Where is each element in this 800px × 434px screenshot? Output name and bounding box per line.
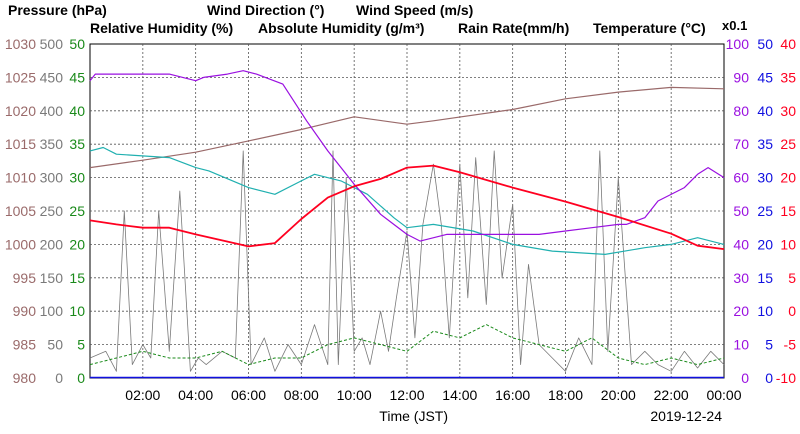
- humidity-tick-label: 100: [726, 36, 750, 52]
- temperature-tick-label: 5: [788, 270, 796, 286]
- pressure-tick-label: 1030: [5, 36, 36, 52]
- wind-speed-axis-title: Wind Speed (m/s): [356, 2, 473, 18]
- temperature-tick-label: 15: [780, 203, 796, 219]
- x-tick-label: 12:00: [389, 387, 424, 403]
- wind-direction-tick-label: 150: [40, 270, 64, 286]
- rain-rate-tick-label: 35: [757, 136, 773, 152]
- temperature-tick-label: 25: [780, 136, 796, 152]
- x-tick-label: 02:00: [125, 387, 160, 403]
- date-label: 2019-12-24: [650, 408, 722, 424]
- rain-rate-tick-label: 40: [757, 103, 773, 119]
- temperature-axis-title: Temperature (°C): [593, 20, 706, 36]
- absolute-humidity-line: [89, 146, 725, 255]
- relative-humidity-line: [89, 70, 725, 242]
- rain-rate-tick-label: 30: [757, 170, 773, 186]
- humidity-tick-label: 60: [733, 170, 749, 186]
- x-tick-label: 10:00: [337, 387, 372, 403]
- temperature-tick-label: -5: [784, 337, 797, 353]
- temperature-tick-label: 30: [780, 103, 796, 119]
- relative-humidity-axis-title: Relative Humidity (%): [90, 20, 233, 36]
- pressure-tick-label: 1005: [5, 203, 36, 219]
- rain-rate-tick-label: 0: [765, 370, 773, 386]
- temperature-tick-label: 40: [780, 36, 796, 52]
- wind-speed-tick-label: 20: [69, 236, 85, 252]
- x-tick-label: 16:00: [495, 387, 530, 403]
- x-tick-label: 18:00: [548, 387, 583, 403]
- wind-direction-tick-label: 500: [40, 36, 64, 52]
- axis-titles-row2: Relative Humidity (%) Absolute Humidity …: [90, 18, 747, 36]
- rain-rate-axis-title: Rain Rate(mm/h): [458, 20, 569, 36]
- rain-rate-tick-label: 5: [765, 337, 773, 353]
- rain-rate-tick-label: 50: [757, 36, 773, 52]
- humidity-tick-label: 30: [733, 270, 749, 286]
- x-tick-label: 14:00: [442, 387, 477, 403]
- wind-direction-tick-label: 100: [40, 303, 64, 319]
- x-axis-title: Time (JST): [379, 408, 448, 424]
- temperature-tick-label: -10: [776, 370, 796, 386]
- wind-speed-tick-label: 25: [69, 203, 85, 219]
- rain-rate-tick-label: 20: [757, 236, 773, 252]
- plot-area: [89, 43, 725, 379]
- wind-direction-tick-label: 50: [47, 337, 63, 353]
- temperature-tick-label: 20: [780, 170, 796, 186]
- pressure-tick-label: 990: [13, 303, 37, 319]
- wind-speed-tick-label: 10: [69, 303, 85, 319]
- humidity-tick-label: 20: [733, 303, 749, 319]
- rain-rate-tick-label: 10: [757, 303, 773, 319]
- pressure-tick-label: 1015: [5, 136, 36, 152]
- pressure-tick-label: 1020: [5, 103, 36, 119]
- wind-direction-tick-label: 450: [40, 69, 64, 85]
- x-tick-label: 22:00: [654, 387, 689, 403]
- humidity-tick-label: 90: [733, 69, 749, 85]
- wind-speed-tick-label: 30: [69, 170, 85, 186]
- x-tick-label: 00:00: [706, 387, 741, 403]
- wind-direction-tick-label: 300: [40, 170, 64, 186]
- humidity-tick-label: 40: [733, 236, 749, 252]
- pressure-tick-label: 985: [13, 337, 37, 353]
- pressure-tick-label: 1000: [5, 236, 36, 252]
- pressure-tick-label: 980: [13, 370, 37, 386]
- wind-speed-tick-label: 0: [77, 370, 85, 386]
- wind-speed-tick-label: 5: [77, 337, 85, 353]
- wind-speed-line: [89, 324, 725, 366]
- wind-speed-tick-label: 15: [69, 270, 85, 286]
- axis-titles-row1: Pressure (hPa) Wind Direction (°) Wind S…: [8, 2, 473, 18]
- rain-rate-tick-label: 15: [757, 270, 773, 286]
- pressure-axis-title: Pressure (hPa): [8, 2, 107, 18]
- humidity-tick-label: 80: [733, 103, 749, 119]
- wind-speed-tick-label: 40: [69, 103, 85, 119]
- x-tick-label: 04:00: [178, 387, 213, 403]
- absolute-humidity-axis-title: Absolute Humidity (g/m³): [258, 20, 424, 36]
- wind-speed-tick-label: 45: [69, 69, 85, 85]
- wind-direction-line: [89, 150, 725, 372]
- x-tick-label: 08:00: [284, 387, 319, 403]
- wind-direction-axis-title: Wind Direction (°): [207, 2, 324, 18]
- wind-direction-tick-label: 250: [40, 203, 64, 219]
- x-tick-label: 06:00: [231, 387, 266, 403]
- wind-direction-tick-label: 200: [40, 236, 64, 252]
- temperature-line: [89, 164, 725, 250]
- pressure-tick-label: 1025: [5, 69, 36, 85]
- pressure-tick-label: 995: [13, 270, 37, 286]
- axes: 02:00 04:00 06:00 08:00 10:00 12:00 14:00 16:00…: [5, 36, 796, 403]
- humidity-tick-label: 70: [733, 136, 749, 152]
- rain-rate-tick-label: 45: [757, 69, 773, 85]
- temperature-tick-label: 35: [780, 69, 796, 85]
- wind-direction-tick-label: 400: [40, 103, 64, 119]
- wind-speed-tick-label: 50: [69, 36, 85, 52]
- wind-direction-tick-label: 0: [55, 370, 63, 386]
- temperature-tick-label: 0: [788, 303, 796, 319]
- pressure-line: [89, 86, 725, 169]
- humidity-tick-label: 0: [741, 370, 749, 386]
- humidity-tick-label: 50: [733, 203, 749, 219]
- wind-speed-tick-label: 35: [69, 136, 85, 152]
- temperature-tick-label: 10: [780, 236, 796, 252]
- wind-direction-tick-label: 350: [40, 136, 64, 152]
- humidity-tick-label: 10: [733, 337, 749, 353]
- scale-note: x0.1: [722, 18, 747, 33]
- rain-rate-tick-label: 25: [757, 203, 773, 219]
- pressure-tick-label: 1010: [5, 170, 36, 186]
- x-tick-label: 20:00: [601, 387, 636, 403]
